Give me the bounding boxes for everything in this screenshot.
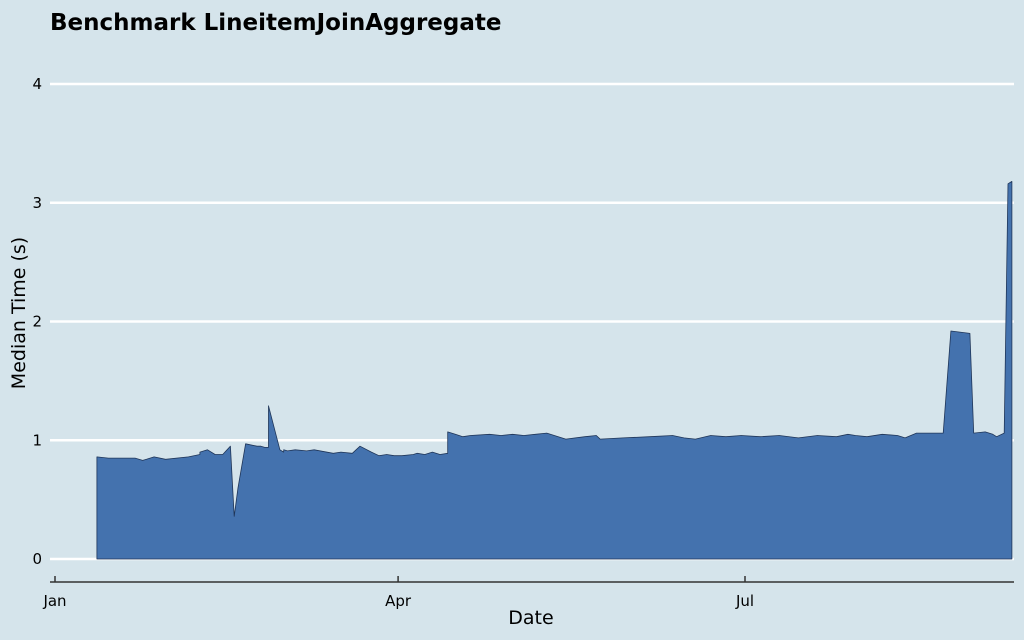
x-tick-label-0: Jan — [42, 592, 66, 610]
y-tick-label-4: 4 — [32, 75, 42, 93]
y-tick-labels: 0 1 2 3 4 — [32, 75, 42, 568]
x-axis-label: Date — [508, 607, 553, 629]
series-area — [96, 181, 1013, 560]
x-tick-label-2: Jul — [735, 592, 754, 610]
chart-title: Benchmark LineitemJoinAggregate — [50, 10, 501, 36]
y-tick-label-0: 0 — [32, 550, 42, 568]
y-tick-label-3: 3 — [32, 194, 42, 212]
y-tick-label-1: 1 — [32, 431, 42, 449]
x-ticks: Jan Apr Jul — [42, 576, 754, 610]
y-tick-label-2: 2 — [32, 313, 42, 331]
x-tick-label-1: Apr — [385, 592, 412, 610]
y-axis-label: Median Time (s) — [8, 237, 30, 389]
